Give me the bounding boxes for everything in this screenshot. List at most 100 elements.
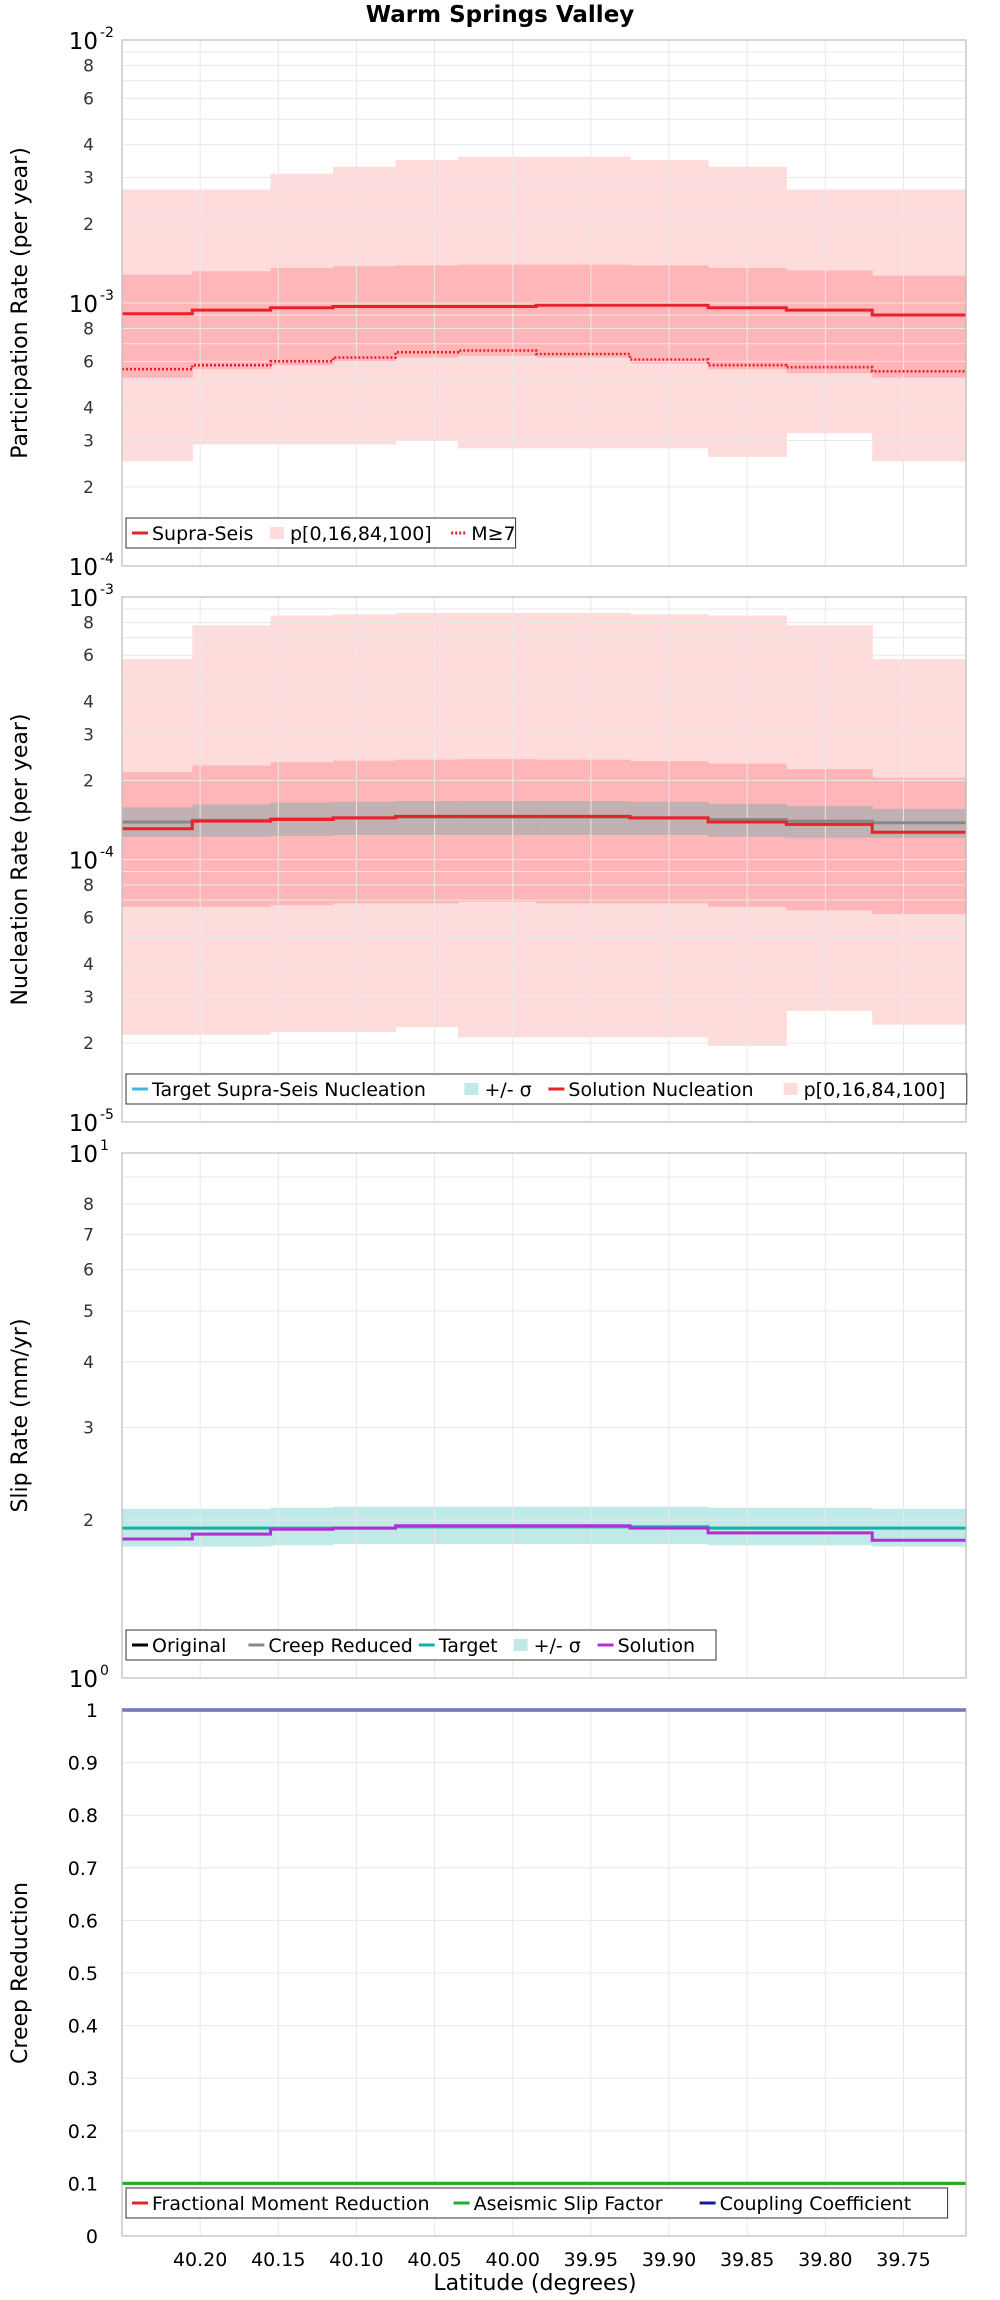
band-segment: [333, 1506, 397, 1544]
legend-label: Solution Nucleation: [568, 1079, 753, 1101]
legend-label: p[0,16,84,100]: [290, 523, 432, 545]
legend-swatch-box: [464, 1083, 479, 1095]
y-tick-label: 2: [83, 1034, 94, 1054]
grid-participation: [122, 39, 966, 567]
figure-title: Warm Springs Valley: [366, 2, 635, 28]
band-segment: [536, 264, 631, 358]
legend-label: Original: [152, 1635, 226, 1657]
y-tick-label: 1: [86, 1700, 98, 1722]
band-segment: [872, 777, 967, 914]
series-line-supra-seis: [122, 303, 966, 317]
x-tick-label: 40.15: [251, 2249, 305, 2271]
y-decade-label: 10: [69, 849, 98, 875]
band-segment: [872, 275, 967, 378]
x-tick-label: 39.80: [798, 2249, 852, 2271]
y-decade-exponent: 1: [100, 1138, 109, 1154]
y-tick-label: 7: [83, 1225, 94, 1245]
y-decade-exponent: -3: [100, 288, 114, 304]
legend-box: [125, 2187, 949, 2219]
series-line-solution: [122, 1524, 966, 1542]
legend-label: Target Supra-Seis Nucleation: [151, 1079, 426, 1101]
y-tick-label: 4: [83, 136, 94, 156]
band-segment: [192, 271, 272, 370]
legend-label: +/- σ: [484, 1079, 531, 1101]
y-tick-label: 2: [83, 215, 94, 235]
x-tick-label: 39.90: [642, 2249, 696, 2271]
legend-label: +/- σ: [534, 1635, 581, 1657]
x-tick-label: 39.75: [876, 2249, 930, 2271]
band-segment: [786, 1507, 873, 1546]
y-tick-label: 4: [83, 1353, 94, 1373]
band-segment: [395, 265, 459, 358]
legend-creep: Fractional Moment Reduction Aseismic Slip…: [125, 2187, 949, 2219]
legend-label: Aseismic Slip Factor: [474, 2193, 663, 2215]
x-ticks: 40.20 40.15 40.10 40.05 40.00 39.95 39.90 39.85…: [173, 2249, 931, 2271]
band-segment: [333, 266, 397, 362]
y-decade-exponent: -3: [100, 582, 114, 598]
y-tick-label: 6: [83, 89, 94, 109]
y-decade-label: 10: [69, 29, 98, 55]
series-participation: [122, 303, 966, 373]
y-tick-label: 0.4: [68, 2016, 98, 2038]
band-segment: [122, 772, 193, 907]
y-tick-label: 8: [83, 1195, 94, 1215]
x-tick-label: 39.95: [564, 2249, 618, 2271]
y-decade-label: 10: [69, 586, 98, 612]
y-decade-exponent: 0: [100, 1663, 109, 1679]
legend-label: Fractional Moment Reduction: [152, 2193, 430, 2215]
y-tick-label: 3: [83, 1419, 94, 1439]
y-tick-label: 3: [83, 169, 94, 189]
plot-area: [122, 1153, 966, 1678]
y-decade-exponent: -5: [100, 1107, 114, 1123]
y-axis-label-slip: Slip Rate (mm/yr): [8, 1318, 33, 1512]
y-tick-label: 4: [83, 399, 94, 419]
y-decade-label: 10: [69, 1667, 98, 1693]
y-tick-label: 8: [83, 319, 94, 339]
y-tick-label: 2: [83, 478, 94, 498]
legend-label: p[0,16,84,100]: [804, 1079, 946, 1101]
y-tick-label: 0: [86, 2226, 98, 2248]
y-tick-label: 8: [83, 56, 94, 76]
y-decade-exponent: -4: [100, 551, 114, 567]
y-tick-label: 4: [83, 955, 94, 975]
x-tick-label: 40.10: [329, 2249, 383, 2271]
legend-label: Target: [438, 1635, 498, 1657]
legend-box: [125, 517, 517, 549]
plot-frame: [121, 596, 967, 1123]
y-decade-label: 10: [69, 555, 98, 581]
legend-label: Coupling Coefficient: [720, 2193, 912, 2215]
y-tick-label: 0.9: [68, 1753, 98, 1775]
x-tick-label: 40.05: [407, 2249, 461, 2271]
x-axis-label: Latitude (degrees): [433, 2271, 636, 2296]
grid-nucleation: [122, 596, 966, 1123]
band-segment: [270, 267, 334, 366]
y-tick-label: 8: [83, 613, 94, 633]
legend-label: Supra-Seis: [152, 523, 253, 545]
band-segment: [786, 769, 873, 911]
legend-slip: Original Creep Reduced Target +/- σ Solution: [125, 1629, 717, 1661]
y-tick-label: 8: [83, 876, 94, 896]
series-line-solution-nucleation: [122, 814, 966, 834]
legend-nucleation: Target Supra-Seis Nucleation +/- σ Solutio…: [125, 1073, 968, 1105]
y-axis-label-participation: Participation Rate (per year): [8, 147, 33, 459]
y-tick-label: 2: [83, 1511, 94, 1531]
legend-participation: Supra-Seis p[0,16,84,100] M≥7: [125, 517, 517, 549]
band-segment: [122, 274, 193, 378]
series-line-m-7: [122, 349, 966, 373]
panel-creep: 0 0.1 0.2 0.3 0.4 0.5 0.6 0.7 0.8 0.9 1 Creep Reduc…: [8, 1700, 967, 2271]
y-tick-label: 0.3: [68, 2068, 98, 2090]
y-tick-label: 2: [83, 771, 94, 791]
series-slip: [122, 1524, 966, 1542]
y-tick-label: 0.6: [68, 1910, 98, 1932]
y-tick-label: 0.7: [68, 1858, 98, 1880]
plot-frame: [121, 39, 967, 567]
y-tick-label: 0.5: [68, 1963, 98, 1985]
band-segment: [786, 270, 873, 374]
x-tick-label: 39.85: [720, 2249, 774, 2271]
